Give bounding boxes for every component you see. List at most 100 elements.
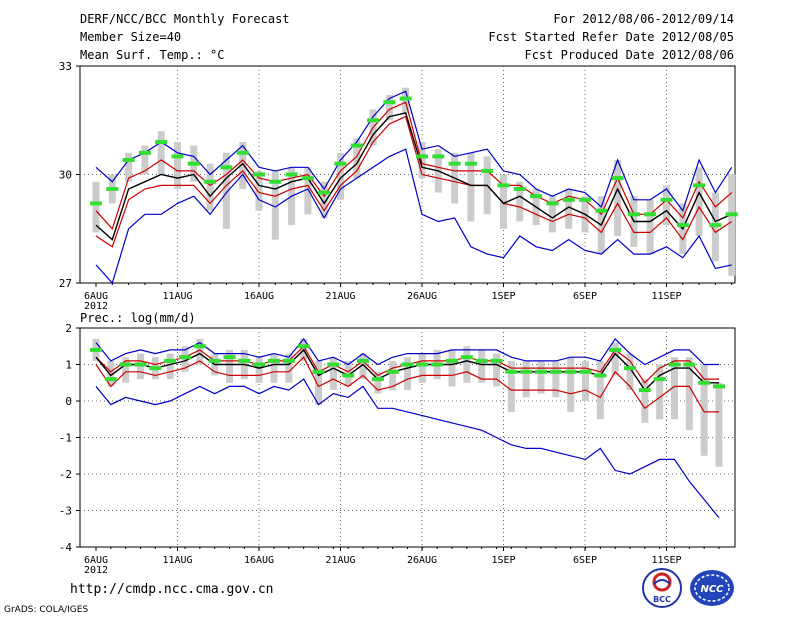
observed-marker (342, 373, 355, 378)
observed-marker (627, 212, 640, 217)
observed-marker (579, 197, 591, 202)
spread-box (337, 152, 344, 200)
x-tick-label: 6SEP (573, 555, 597, 566)
x-tick-label: 11SEP (651, 555, 681, 566)
spread-box (329, 357, 337, 391)
observed-marker (223, 355, 236, 360)
x-tick-label: 1SEP (491, 555, 515, 566)
observed-marker (611, 176, 624, 181)
spread-box (353, 138, 361, 179)
y-tick-label: -4 (59, 541, 73, 554)
spread-box (404, 357, 411, 391)
spread-box (463, 346, 471, 383)
observed-marker (464, 161, 477, 166)
observed-marker (138, 150, 151, 155)
observed-marker (448, 161, 461, 166)
observed-marker (318, 190, 331, 195)
x-tick-label: 11AUG (162, 555, 192, 566)
max-line (95, 90, 733, 212)
x-tick-label: 11SEP (651, 291, 681, 302)
observed-marker (171, 154, 184, 159)
observed-marker (383, 100, 396, 105)
observed-marker (594, 373, 607, 378)
spread-box (255, 170, 263, 211)
observed-marker (268, 358, 280, 363)
spread-box (122, 357, 130, 383)
spread-box (239, 141, 247, 189)
observed-marker (481, 168, 494, 173)
spread-upper-line (95, 101, 733, 230)
x-tick-label: 6SEP (573, 291, 597, 302)
source-url[interactable]: http://cmdp.ncc.cma.gov.cn (70, 582, 274, 597)
observed-marker (725, 212, 738, 217)
observed-marker (676, 223, 689, 228)
observed-marker (312, 369, 325, 374)
observed-marker (269, 179, 282, 184)
observed-marker (301, 176, 314, 181)
observed-marker (134, 362, 147, 367)
observed-marker (520, 369, 533, 374)
spread-box (552, 360, 560, 398)
observed-marker (432, 154, 445, 159)
spread-box (389, 360, 397, 391)
observed-marker (253, 172, 265, 177)
observed-marker (698, 380, 711, 385)
observed-marker (490, 358, 503, 363)
observed-marker (713, 384, 725, 389)
observed-marker (327, 362, 340, 367)
spread-box (92, 181, 100, 233)
observed-marker (282, 358, 295, 363)
spread-lower-line (95, 115, 733, 248)
min-line (95, 378, 720, 519)
observed-marker (530, 194, 543, 199)
observed-marker (401, 362, 414, 367)
spread-box (448, 349, 456, 387)
spread-box (700, 364, 708, 456)
y-tick-label: 27 (59, 277, 72, 290)
spread-box (374, 371, 382, 394)
chart-title: DERF/NCC/BCC Monthly Forecast (80, 12, 290, 26)
observed-marker (399, 96, 412, 101)
observed-marker (193, 344, 206, 349)
observed-marker (683, 362, 696, 367)
bcc-logo: BCC (642, 568, 682, 608)
spread-box (516, 181, 524, 222)
observed-marker (549, 369, 562, 374)
observed-marker (513, 186, 526, 191)
x-tick-label: 21AUG (325, 291, 355, 302)
y-tick-label: 2 (65, 322, 72, 335)
spread-box (206, 163, 214, 211)
observed-marker (285, 172, 298, 177)
spread-box (157, 131, 165, 175)
observed-marker (104, 377, 117, 382)
observed-marker (187, 161, 200, 166)
x-tick-label: 6AUG (84, 555, 108, 566)
spread-box (522, 360, 530, 398)
spread-box (359, 353, 367, 380)
bcc-logo-text: BCC (653, 595, 671, 604)
observed-marker (204, 179, 217, 184)
spread-box (385, 94, 393, 121)
precipitation-title: Prec.: log(mm/d) (80, 311, 196, 325)
spread-box (507, 360, 515, 412)
spread-box (315, 360, 322, 405)
forecast-produced-date: Fcst Produced Date 2012/08/06 (524, 48, 734, 62)
spread-box (493, 353, 500, 387)
observed-marker (638, 388, 651, 393)
spread-lower-line (95, 356, 719, 413)
max-line (95, 337, 719, 366)
observed-marker (179, 355, 191, 360)
observed-marker (90, 201, 102, 206)
y-tick-label: 1 (65, 359, 72, 372)
observed-marker (371, 377, 384, 382)
forecast-range: For 2012/08/06-2012/09/14 (553, 12, 734, 26)
observed-marker (497, 183, 510, 188)
observed-marker (693, 183, 706, 188)
observed-marker (253, 362, 266, 367)
observed-marker (220, 165, 233, 170)
observed-marker (709, 223, 722, 228)
spread-box (478, 349, 486, 383)
grads-credit: GrADS: COLA/IGES (4, 605, 89, 615)
x-tick-label: 16AUG (244, 555, 274, 566)
